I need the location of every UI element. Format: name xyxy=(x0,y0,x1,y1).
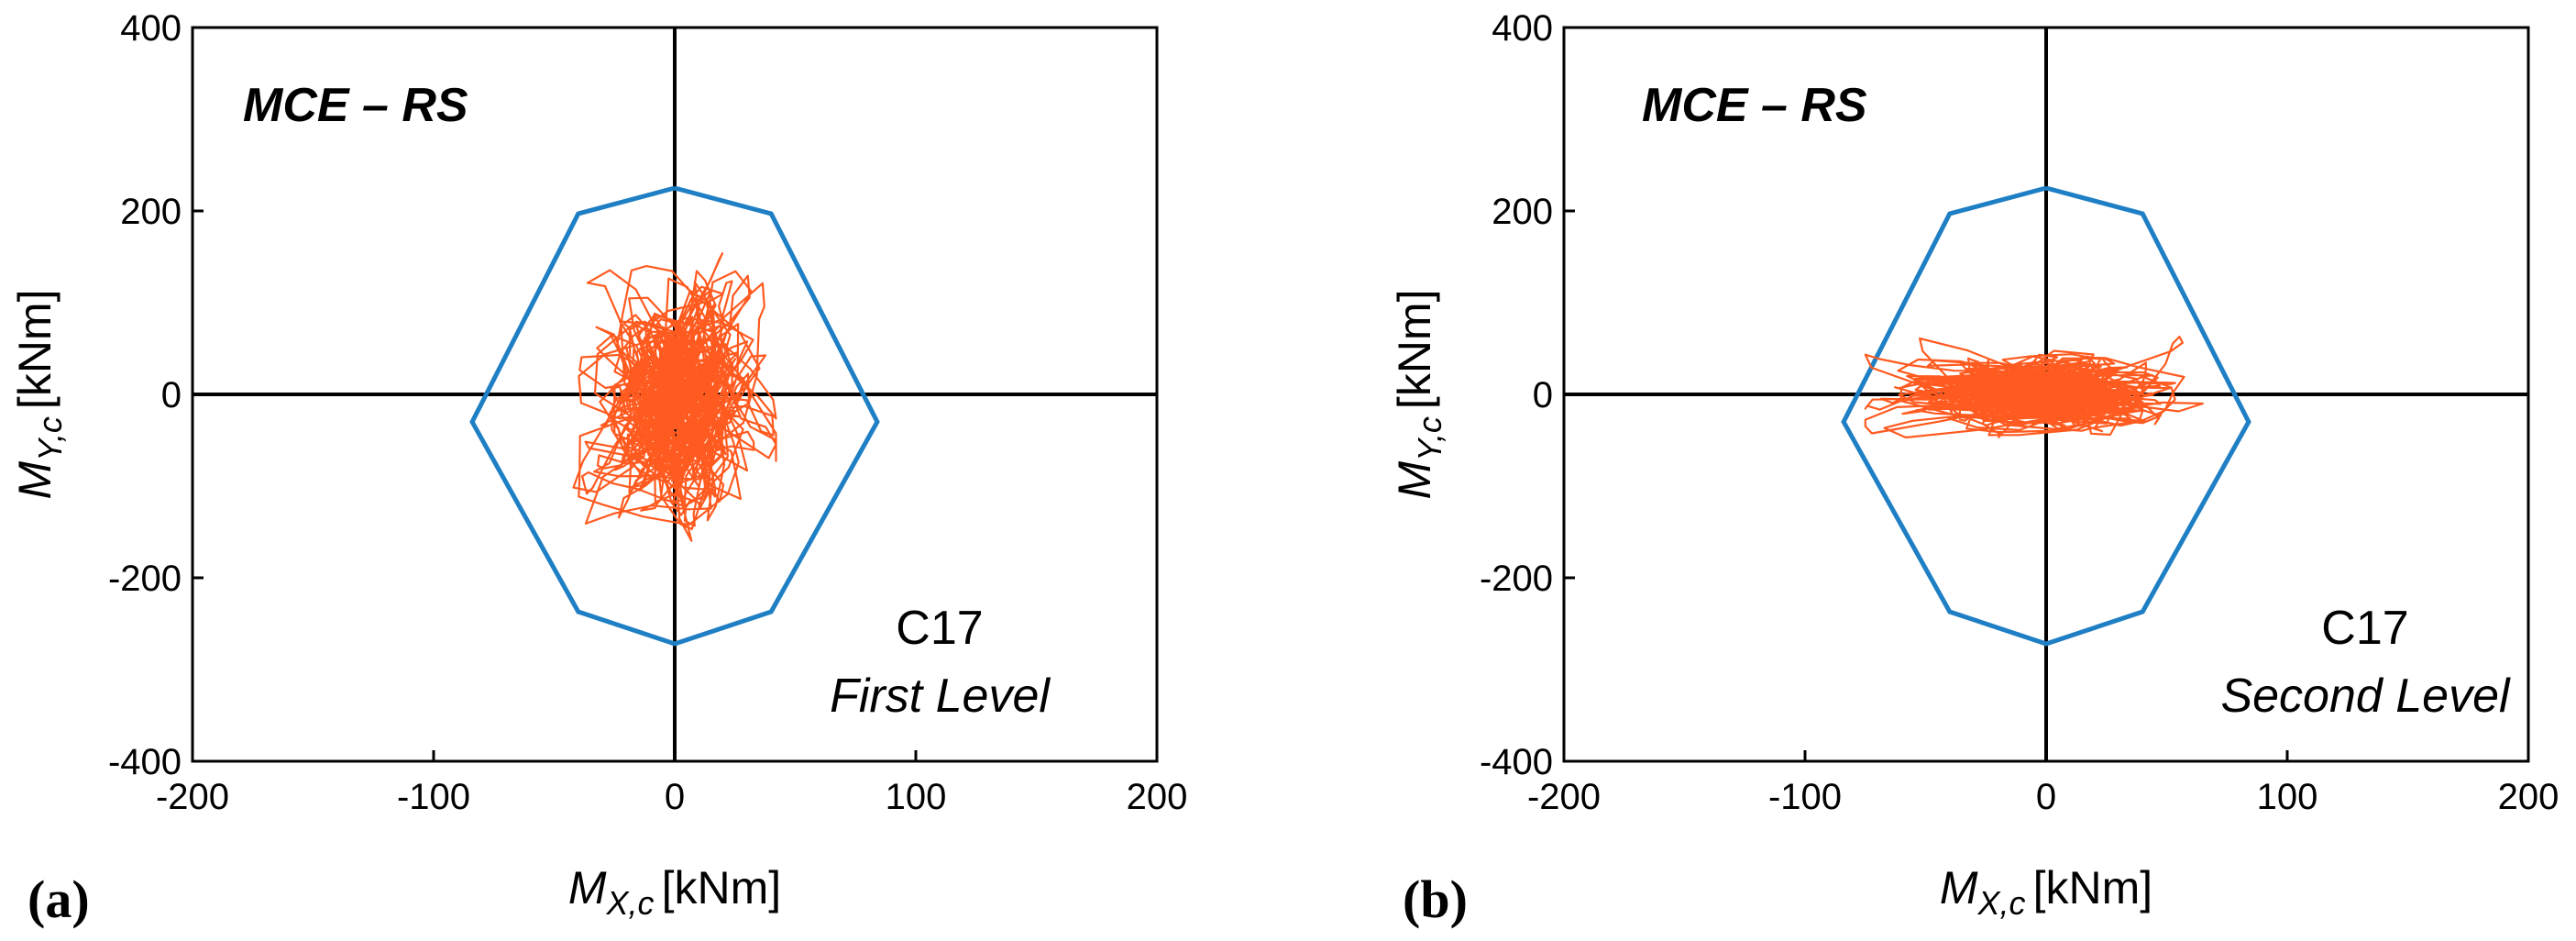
y-tick-label: 200 xyxy=(120,192,182,232)
x-axis-unit: [kNm] xyxy=(2033,862,2153,913)
x-tick-label: 200 xyxy=(1127,777,1188,817)
y-axis-label: MY,c [kNm] xyxy=(9,290,69,500)
y-tick-label: 0 xyxy=(1533,375,1553,415)
y-axis-unit: [kNm] xyxy=(9,290,61,410)
x-axis-sub: X,c xyxy=(1977,884,2026,922)
x-tick-label: -100 xyxy=(1768,777,1842,817)
y-tick-label: -200 xyxy=(1480,559,1553,599)
x-axis-label: MX,c [kNm] xyxy=(1940,862,2152,922)
interaction-domain-line xyxy=(1841,185,2251,647)
moment-response-trace xyxy=(572,252,777,542)
x-tick-label: -200 xyxy=(1527,777,1601,817)
y-tick-label: 400 xyxy=(120,8,182,49)
y-axis-label: MY,c [kNm] xyxy=(1389,290,1448,500)
x-tick-label: -200 xyxy=(156,777,229,817)
x-axis-var: M xyxy=(568,862,607,913)
panel-tag: (b) xyxy=(1403,869,1468,929)
x-tick-label: 100 xyxy=(2257,777,2318,817)
y-tick-label: 0 xyxy=(161,375,182,415)
x-ticks: -200 -100 0 100 200 xyxy=(1527,750,2559,817)
x-axis-var: M xyxy=(1940,862,1978,913)
y-axis-unit: [kNm] xyxy=(1389,290,1440,410)
x-tick-label: 100 xyxy=(886,777,947,817)
moment-response-trace xyxy=(1864,336,2204,439)
y-tick-label: 400 xyxy=(1492,8,1553,49)
y-tick-label: 200 xyxy=(1492,192,1553,232)
x-tick-label: 0 xyxy=(665,777,685,817)
y-tick-label: -400 xyxy=(108,742,182,782)
x-tick-label: -100 xyxy=(397,777,470,817)
y-axis-sub: Y,c xyxy=(31,416,69,461)
y-axis-sub: Y,c xyxy=(1411,416,1448,461)
y-ticks: -400 -200 0 200 400 xyxy=(108,8,204,782)
x-axis-label: MX,c [kNm] xyxy=(568,862,781,922)
y-ticks: -400 -200 0 200 400 xyxy=(1480,8,1575,782)
column-id: C17 xyxy=(2321,602,2408,655)
y-tick-label: -200 xyxy=(108,559,182,599)
interaction-domain-line xyxy=(469,185,880,647)
y-axis-var: M xyxy=(1389,460,1440,499)
case-title: MCE – RS xyxy=(243,79,468,132)
y-tick-label: -400 xyxy=(1480,742,1553,782)
level-label: First Level xyxy=(830,670,1051,723)
x-tick-label: 0 xyxy=(2036,777,2056,817)
x-axis-unit: [kNm] xyxy=(662,862,782,913)
level-label: Second Level xyxy=(2220,670,2511,723)
panel-tag: (a) xyxy=(28,869,90,929)
x-tick-label: 200 xyxy=(2498,777,2559,817)
case-title: MCE – RS xyxy=(1642,79,1867,132)
column-id: C17 xyxy=(896,602,983,655)
y-axis-var: M xyxy=(9,460,61,499)
x-axis-sub: X,c xyxy=(606,884,655,922)
